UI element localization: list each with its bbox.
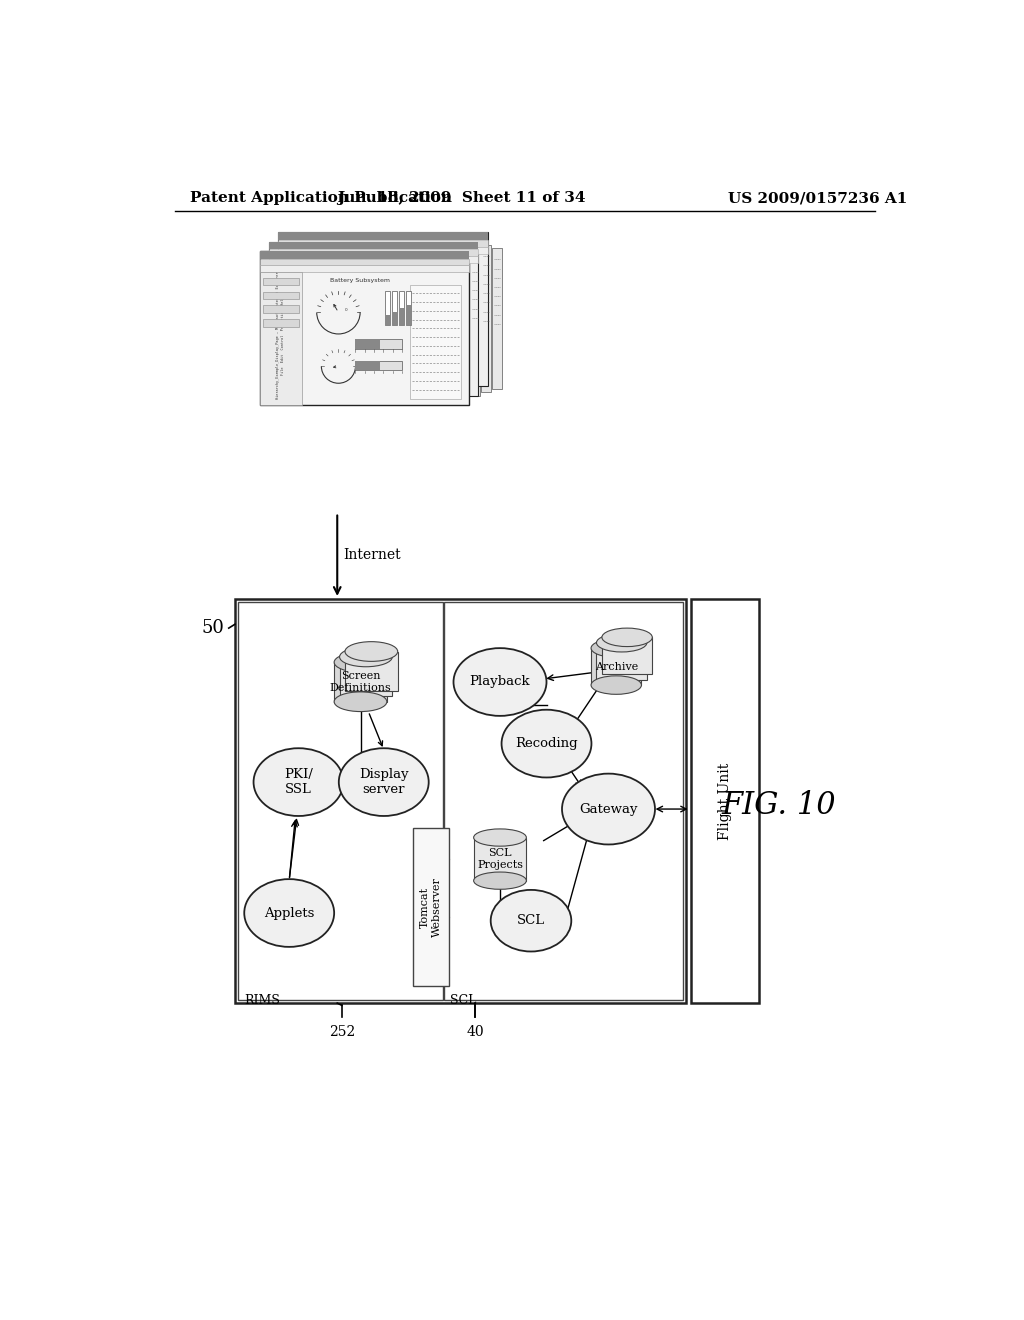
Bar — [260, 259, 469, 265]
Text: RIMS: RIMS — [245, 994, 281, 1007]
Bar — [263, 305, 299, 313]
Bar — [340, 657, 392, 697]
Bar — [279, 232, 487, 240]
Bar — [385, 315, 390, 326]
Bar — [234, 599, 686, 1003]
Text: Hierarchy_Example_Display_Page – Microsoft Internet Explorer
File  Edit  Control: Hierarchy_Example_Display_Page – Microso… — [276, 272, 285, 399]
Bar — [269, 242, 478, 396]
Text: Internet: Internet — [343, 548, 401, 562]
Bar — [474, 837, 526, 880]
Bar — [263, 319, 299, 327]
Ellipse shape — [345, 642, 397, 661]
Text: Flight Unit: Flight Unit — [718, 763, 732, 840]
Bar — [279, 247, 487, 253]
Bar — [481, 244, 490, 392]
Ellipse shape — [591, 676, 641, 694]
Bar — [414, 829, 449, 986]
Text: Tomcat
Webserver: Tomcat Webserver — [420, 878, 441, 937]
Text: Jun. 18, 2009  Sheet 11 of 34: Jun. 18, 2009 Sheet 11 of 34 — [337, 191, 586, 206]
Text: FIG. 10: FIG. 10 — [722, 789, 837, 821]
Bar — [269, 256, 478, 263]
Bar — [238, 602, 442, 1001]
Bar — [355, 339, 402, 348]
Ellipse shape — [502, 710, 592, 777]
Ellipse shape — [474, 873, 526, 890]
Text: Recoding: Recoding — [515, 737, 578, 750]
Bar — [602, 638, 652, 675]
Bar — [399, 290, 403, 326]
Ellipse shape — [474, 829, 526, 846]
Bar — [355, 339, 380, 348]
Ellipse shape — [340, 647, 392, 667]
Bar — [269, 242, 478, 249]
Bar — [471, 242, 480, 396]
Ellipse shape — [339, 748, 429, 816]
Text: PKI/
SSL: PKI/ SSL — [284, 768, 313, 796]
Text: Gateway: Gateway — [580, 803, 638, 816]
Bar — [279, 232, 487, 387]
Text: Archive: Archive — [595, 661, 638, 672]
Bar — [334, 663, 387, 702]
Ellipse shape — [562, 774, 655, 845]
Bar — [260, 265, 469, 272]
Ellipse shape — [591, 639, 641, 657]
Text: US 2009/0157236 A1: US 2009/0157236 A1 — [728, 191, 907, 206]
Bar — [269, 249, 478, 256]
Text: Battery Subsystem: Battery Subsystem — [330, 277, 390, 282]
Bar — [355, 360, 380, 370]
Bar — [263, 277, 299, 285]
Text: SCL
Projects: SCL Projects — [477, 849, 523, 870]
Bar — [260, 251, 469, 259]
Text: SCL: SCL — [450, 994, 476, 1007]
Bar — [345, 652, 397, 690]
Bar — [392, 290, 397, 326]
Bar — [407, 290, 411, 326]
Bar — [591, 648, 641, 685]
Text: Patent Application Publication: Patent Application Publication — [190, 191, 452, 206]
Ellipse shape — [597, 634, 647, 652]
Ellipse shape — [454, 648, 547, 715]
Ellipse shape — [254, 748, 343, 816]
Text: 40: 40 — [466, 1024, 484, 1039]
Text: Display
server: Display server — [359, 768, 409, 796]
Ellipse shape — [490, 890, 571, 952]
Bar — [399, 308, 403, 326]
Bar — [690, 599, 759, 1003]
Text: Applets: Applets — [264, 907, 314, 920]
Bar — [263, 292, 299, 300]
Text: SCL: SCL — [517, 915, 545, 927]
Ellipse shape — [334, 692, 387, 711]
Bar — [407, 305, 411, 326]
Ellipse shape — [334, 652, 387, 672]
Bar — [355, 360, 402, 370]
Bar — [385, 290, 390, 326]
Bar — [493, 248, 502, 389]
Text: Playback: Playback — [470, 676, 530, 689]
Bar — [260, 251, 469, 405]
Text: 50: 50 — [202, 619, 224, 638]
Ellipse shape — [602, 628, 652, 647]
Text: Screen
Definitions: Screen Definitions — [330, 671, 391, 693]
Bar — [260, 272, 302, 405]
Bar — [411, 285, 461, 399]
Ellipse shape — [245, 879, 334, 946]
Bar — [597, 643, 647, 680]
Bar — [279, 240, 487, 247]
Text: 252: 252 — [329, 1024, 355, 1039]
Bar — [444, 602, 683, 1001]
Bar — [392, 312, 397, 326]
Text: 0: 0 — [345, 308, 347, 312]
